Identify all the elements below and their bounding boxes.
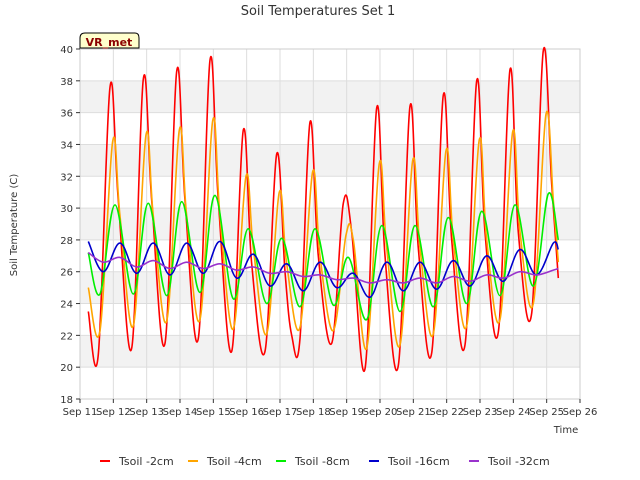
x-tick-label: Sep 25	[529, 407, 564, 418]
site-label-box: VR_met	[79, 32, 140, 49]
legend-label-tsoil-8cm: Tsoil -8cm	[294, 455, 350, 468]
x-tick-label: Sep 13	[129, 407, 164, 418]
chart-title: Soil Temperatures Set 1	[241, 4, 396, 19]
y-tick-label: 22	[60, 331, 73, 342]
y-tick-label: 38	[60, 77, 73, 88]
series-line-tsoil-16cm	[87, 240, 560, 298]
y-tick-label: 40	[60, 45, 73, 56]
legend-label-tsoil-16cm: Tsoil -16cm	[387, 455, 450, 468]
grid-lines	[79, 48, 581, 400]
legend-label-tsoil-2cm: Tsoil -2cm	[118, 455, 174, 468]
x-tick-label: Sep 26	[563, 407, 598, 418]
x-tick-label: Sep 24	[496, 407, 531, 418]
y-tick-label: 28	[60, 236, 73, 247]
y-tick-label: 32	[60, 172, 73, 183]
y-tick-label: 36	[60, 109, 73, 120]
x-tick-label: Sep 18	[296, 407, 331, 418]
y-tick-label: 18	[60, 395, 73, 406]
legend-label-tsoil-4cm: Tsoil -4cm	[206, 455, 262, 468]
x-tick-label: Sep 16	[229, 407, 264, 418]
x-tick-label: Sep 21	[396, 407, 431, 418]
background-band	[80, 80, 580, 113]
series-line-tsoil-8cm	[87, 192, 560, 321]
x-tick-label: Sep 12	[96, 407, 131, 418]
y-axis-ticks: 18 20 22 24 26 28 30 32 34 36 38 40	[60, 45, 80, 406]
x-tick-label: Sep 22	[429, 407, 464, 418]
legend-label-tsoil-32cm: Tsoil -32cm	[487, 455, 550, 468]
series-line-tsoil-2cm	[87, 46, 560, 373]
series-line-tsoil-32cm	[87, 251, 559, 284]
y-tick-label: 20	[60, 363, 73, 374]
background-band	[80, 208, 580, 240]
series-line-tsoil-4cm	[87, 110, 560, 351]
y-axis-label: Soil Temperature (C)	[9, 174, 20, 277]
series-lines	[87, 46, 560, 373]
legend: Tsoil -2cm Tsoil -4cm Tsoil -8cm Tsoil -16c…	[100, 455, 550, 468]
x-axis-label: Time	[553, 425, 578, 436]
x-tick-label: Sep 15	[196, 407, 231, 418]
x-tick-label: Sep 23	[463, 407, 498, 418]
y-tick-label: 24	[60, 300, 73, 311]
site-label-background	[79, 32, 140, 49]
background-band	[80, 335, 580, 368]
x-tick-label: Sep 19	[329, 407, 364, 418]
site-label: VR_met	[86, 36, 133, 49]
x-tick-label: Sep 17	[263, 407, 298, 418]
plot-frame	[79, 48, 581, 400]
x-tick-label: Sep 20	[363, 407, 398, 418]
x-tick-label: Sep 11	[63, 407, 98, 418]
y-tick-label: 34	[60, 140, 73, 151]
y-tick-label: 26	[60, 268, 73, 279]
y-tick-label: 30	[60, 204, 73, 215]
background-band	[80, 144, 580, 177]
x-tick-label: Sep 14	[163, 407, 198, 418]
